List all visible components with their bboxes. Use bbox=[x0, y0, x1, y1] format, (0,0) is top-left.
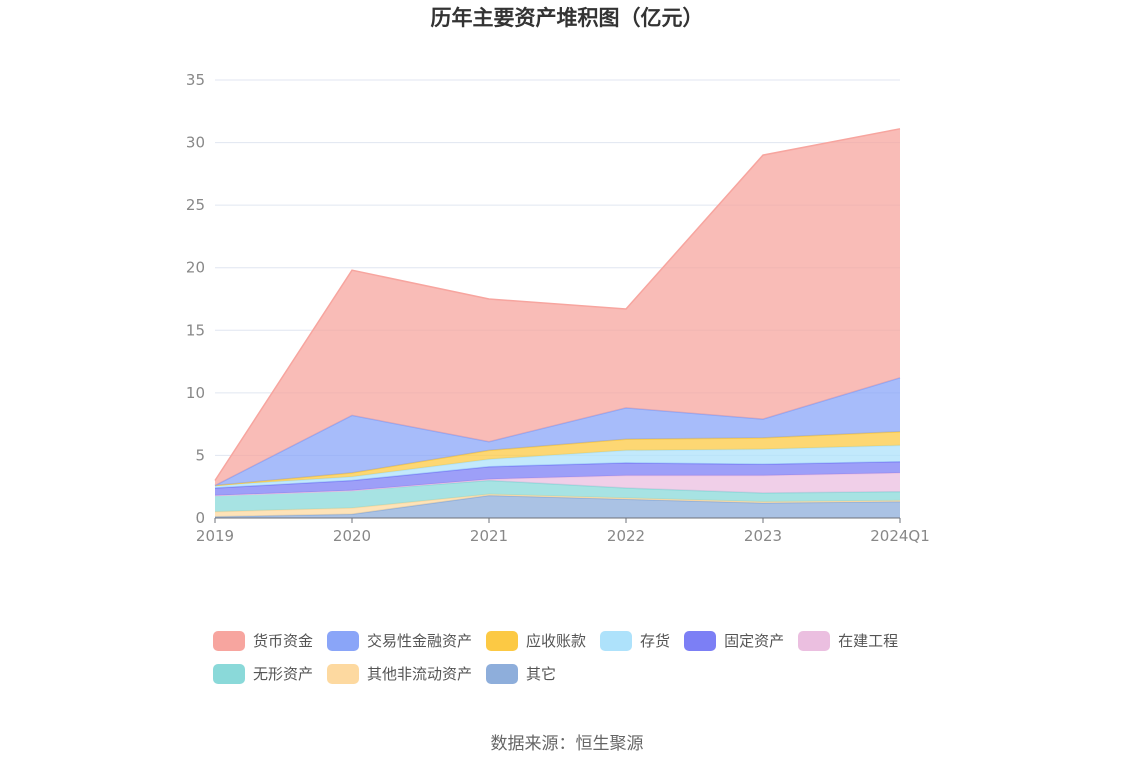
legend-label: 其他非流动资产 bbox=[367, 665, 473, 683]
legend-label: 其它 bbox=[526, 665, 557, 683]
area-series bbox=[214, 128, 901, 519]
legend-label: 货币资金 bbox=[253, 632, 314, 650]
x-tick-label: 2022 bbox=[607, 527, 645, 545]
legend-swatch bbox=[327, 663, 360, 684]
legend-swatch bbox=[486, 663, 519, 684]
y-tick-label: 15 bbox=[186, 321, 205, 339]
legend-swatch bbox=[684, 630, 717, 651]
legend-swatch bbox=[600, 630, 633, 651]
area-应收账款[interactable] bbox=[215, 431, 900, 486]
legend-label: 存货 bbox=[640, 632, 671, 650]
chart-title: 历年主要资产堆积图（亿元） bbox=[430, 6, 704, 30]
legend-item[interactable]: 货币资金 bbox=[213, 630, 313, 651]
legend-item[interactable]: 无形资产 bbox=[213, 663, 313, 684]
x-tick-label: 2024Q1 bbox=[870, 527, 930, 545]
y-tick-label: 0 bbox=[195, 509, 205, 527]
legend-label: 应收账款 bbox=[526, 632, 587, 650]
y-tick-label: 10 bbox=[186, 384, 205, 402]
area-其他非流动资产[interactable] bbox=[215, 494, 900, 517]
x-tick-label: 2020 bbox=[333, 527, 371, 545]
area-在建工程[interactable] bbox=[215, 472, 900, 496]
x-tick-label: 2023 bbox=[744, 527, 782, 545]
area-其它[interactable] bbox=[215, 495, 900, 519]
legend-item[interactable]: 在建工程 bbox=[798, 630, 898, 651]
legend-label: 固定资产 bbox=[724, 632, 785, 650]
legend-label: 无形资产 bbox=[253, 665, 314, 683]
legend-swatch bbox=[213, 630, 245, 651]
x-tick-label: 2019 bbox=[196, 527, 234, 545]
legend-label: 在建工程 bbox=[838, 632, 899, 650]
legend-item[interactable]: 其它 bbox=[486, 663, 556, 684]
axes: 0 5 10 15 20 25 30 35 2019 2020 2021 2022 2023 2024Q1 bbox=[186, 71, 930, 545]
legend-item[interactable]: 应收账款 bbox=[486, 630, 586, 651]
legend-item[interactable]: 交易性金融资产 bbox=[327, 630, 472, 651]
legend: 货币资金 交易性金融资产 应收账款 存货 固定资产 在建工程无形资产 其他非流动资产 其它 bbox=[213, 630, 953, 684]
data-source: 数据来源：恒生聚源 bbox=[490, 734, 644, 754]
legend-item[interactable]: 存货 bbox=[600, 630, 670, 651]
legend-swatch bbox=[213, 663, 245, 684]
y-tick-label: 5 bbox=[195, 446, 205, 464]
legend-label: 交易性金融资产 bbox=[367, 632, 473, 650]
area-货币资金[interactable] bbox=[215, 128, 900, 486]
area-edge-货币资金 bbox=[214, 128, 901, 481]
x-tick-label: 2021 bbox=[470, 527, 508, 545]
legend-swatch bbox=[486, 630, 519, 651]
y-tick-label: 30 bbox=[186, 134, 205, 152]
legend-swatch bbox=[327, 630, 360, 651]
y-tick-label: 35 bbox=[186, 71, 205, 89]
area-存货[interactable] bbox=[215, 445, 900, 488]
legend-item[interactable]: 其他非流动资产 bbox=[327, 663, 472, 684]
y-tick-label: 25 bbox=[186, 196, 205, 214]
stacked-area-chart: 0 5 10 15 20 25 30 35 2019 2020 2021 2022 2023 2024Q1 bbox=[186, 71, 930, 545]
y-tick-label: 20 bbox=[186, 259, 205, 277]
area-交易性金融资产[interactable] bbox=[215, 377, 900, 486]
legend-item[interactable]: 固定资产 bbox=[684, 630, 784, 651]
area-固定资产[interactable] bbox=[215, 461, 900, 496]
legend-swatch bbox=[798, 630, 831, 651]
